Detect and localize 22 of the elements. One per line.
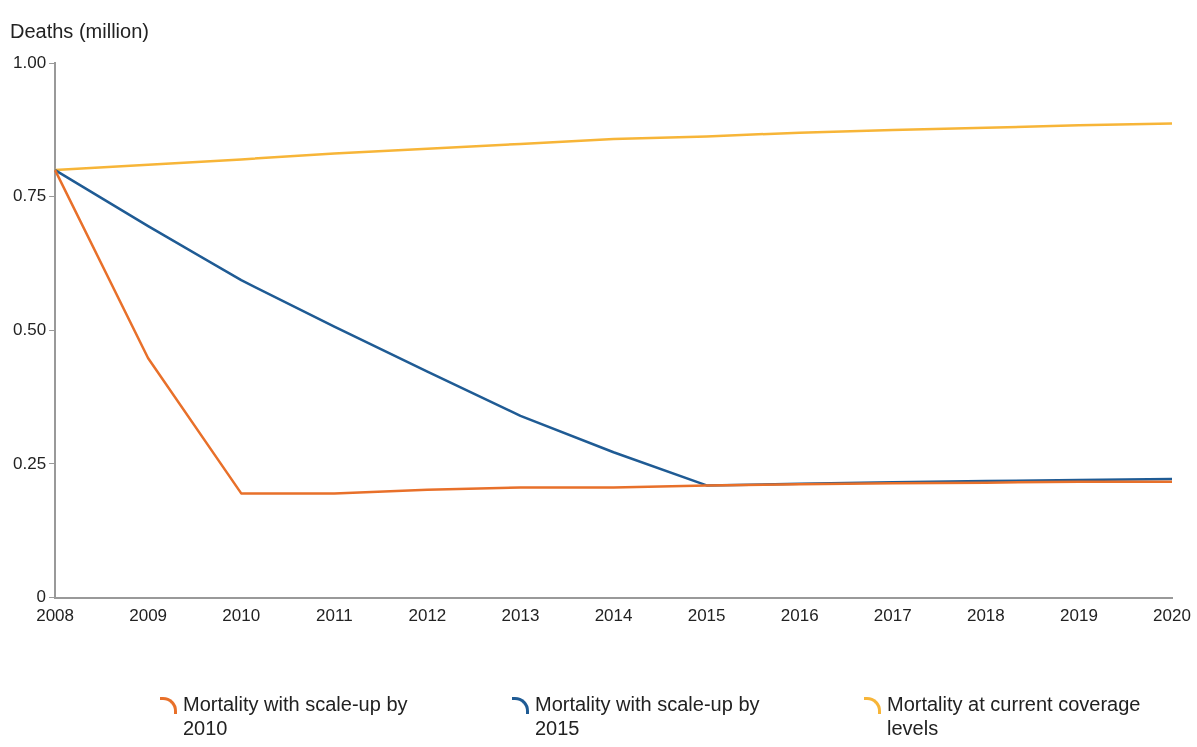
legend-label: Mortality with scale-up by 2015 (535, 692, 761, 740)
x-tick-label: 2012 (408, 606, 447, 626)
x-tick-label: 2016 (780, 606, 819, 626)
x-tick-label: 2011 (316, 606, 353, 626)
y-tick-label: 0.50 (12, 320, 47, 340)
y-axis-title: Deaths (million) (10, 20, 149, 43)
y-tick-label: 1.00 (12, 52, 47, 72)
x-tick-label: 2015 (687, 606, 726, 626)
x-tick-label: 2017 (873, 606, 912, 626)
x-tick-label: 2014 (594, 606, 633, 626)
x-tick-label: 2018 (966, 606, 1005, 626)
legend-label: Mortality at current coverage levels (887, 692, 1142, 740)
x-tick-label: 2008 (36, 606, 74, 626)
x-tick-label: 2009 (129, 606, 168, 626)
y-tick-label: 0.25 (12, 453, 47, 473)
x-tick-label: 2020 (1153, 606, 1191, 626)
x-tick-label: 2013 (501, 606, 540, 626)
legend-label: Mortality with scale-up by 2010 (183, 692, 409, 740)
x-tick-label: 2010 (222, 606, 261, 626)
x-tick-label: 2019 (1060, 606, 1098, 626)
y-tick-label: 0.75 (12, 186, 47, 206)
y-tick-label: 0 (36, 587, 47, 607)
